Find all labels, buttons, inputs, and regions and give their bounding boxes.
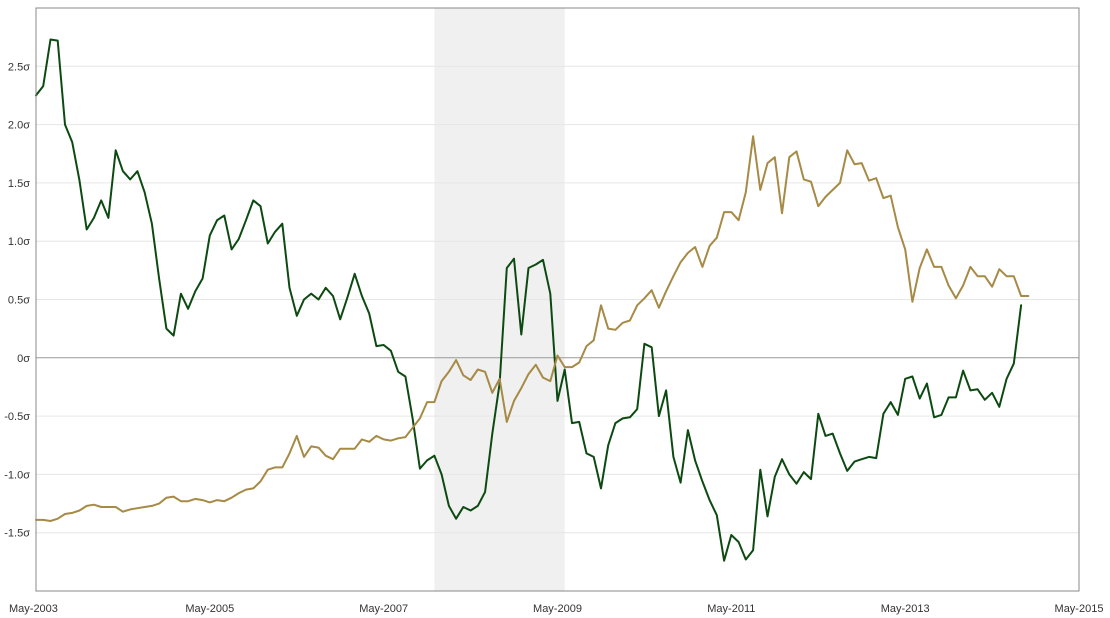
series-lines [35,38,1030,562]
y-tick-label: 2.5σ [8,61,30,73]
series-line-gold [35,135,1030,522]
y-tick-label: 2.0σ [8,120,30,132]
gridlines [36,65,1079,534]
y-tick-label: -1.0σ [4,469,30,481]
x-tick-label: May-2013 [881,603,930,615]
y-axis-ticks: 2.5σ 2.0σ 1.5σ 1.0σ 0.5σ 0σ -0.5σ -1.0σ -1.5σ [4,61,30,539]
x-tick-label: May-2011 [707,603,755,615]
plot-border [35,7,1080,592]
y-tick-label: 0.5σ [8,295,30,307]
x-tick-label: May-2005 [185,603,234,615]
x-axis-ticks: May-2003 May-2005 May-2007 May-2009 May-2011… [9,603,1103,615]
x-tick-label: May-2015 [1055,603,1104,615]
x-tick-label: May-2009 [533,603,582,615]
y-tick-label: -1.5σ [4,528,30,540]
x-tick-label: May-2003 [9,603,58,615]
series-line-green [35,38,1023,562]
y-tick-label: -0.5σ [4,411,30,423]
y-tick-label: 1.5σ [8,178,30,190]
y-tick-label: 0σ [17,353,30,365]
y-tick-label: 1.0σ [8,236,30,248]
x-tick-label: May-2007 [359,603,408,615]
